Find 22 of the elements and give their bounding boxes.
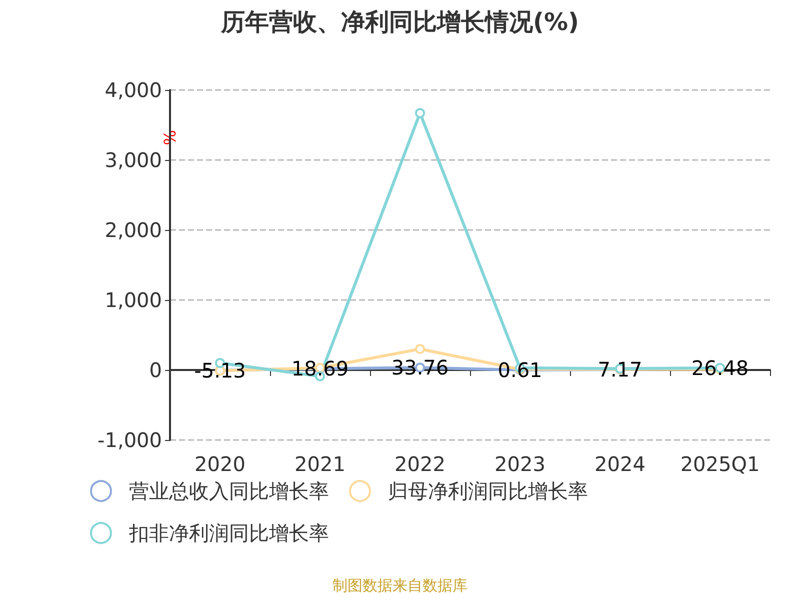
data-label: -5.13: [194, 358, 246, 382]
data-label: 0.61: [498, 358, 542, 382]
legend-label: 扣非净利润同比增长率: [128, 521, 329, 545]
x-tick-label: 2023: [494, 452, 546, 476]
chart-title: 历年营收、净利同比增长情况(%): [220, 8, 579, 36]
point: [415, 108, 425, 118]
text: 制图数据来自数据库: [332, 576, 468, 594]
y-tick-label: 3,000: [104, 148, 162, 172]
legend-label: 归母净利润同比增长率: [388, 479, 588, 503]
data-label: 7.17: [598, 358, 642, 382]
x-tick-label: 2024: [594, 452, 646, 476]
point: [415, 344, 425, 354]
y-tick-label: -1,000: [98, 428, 162, 452]
y-tick-label: 4,000: [104, 78, 162, 102]
legend-label: 营业总收入同比增长率: [129, 479, 329, 503]
y-tick-label: 1,000: [104, 288, 162, 312]
x-tick-label: 2020: [194, 452, 246, 476]
x-tick-label: 2022: [394, 452, 446, 476]
x-tick-label: 2025Q1: [680, 452, 760, 476]
y-tick-label: 2,000: [104, 218, 162, 242]
y-tick-label: 0: [149, 358, 162, 382]
x-tick-label: 2021: [294, 452, 346, 476]
